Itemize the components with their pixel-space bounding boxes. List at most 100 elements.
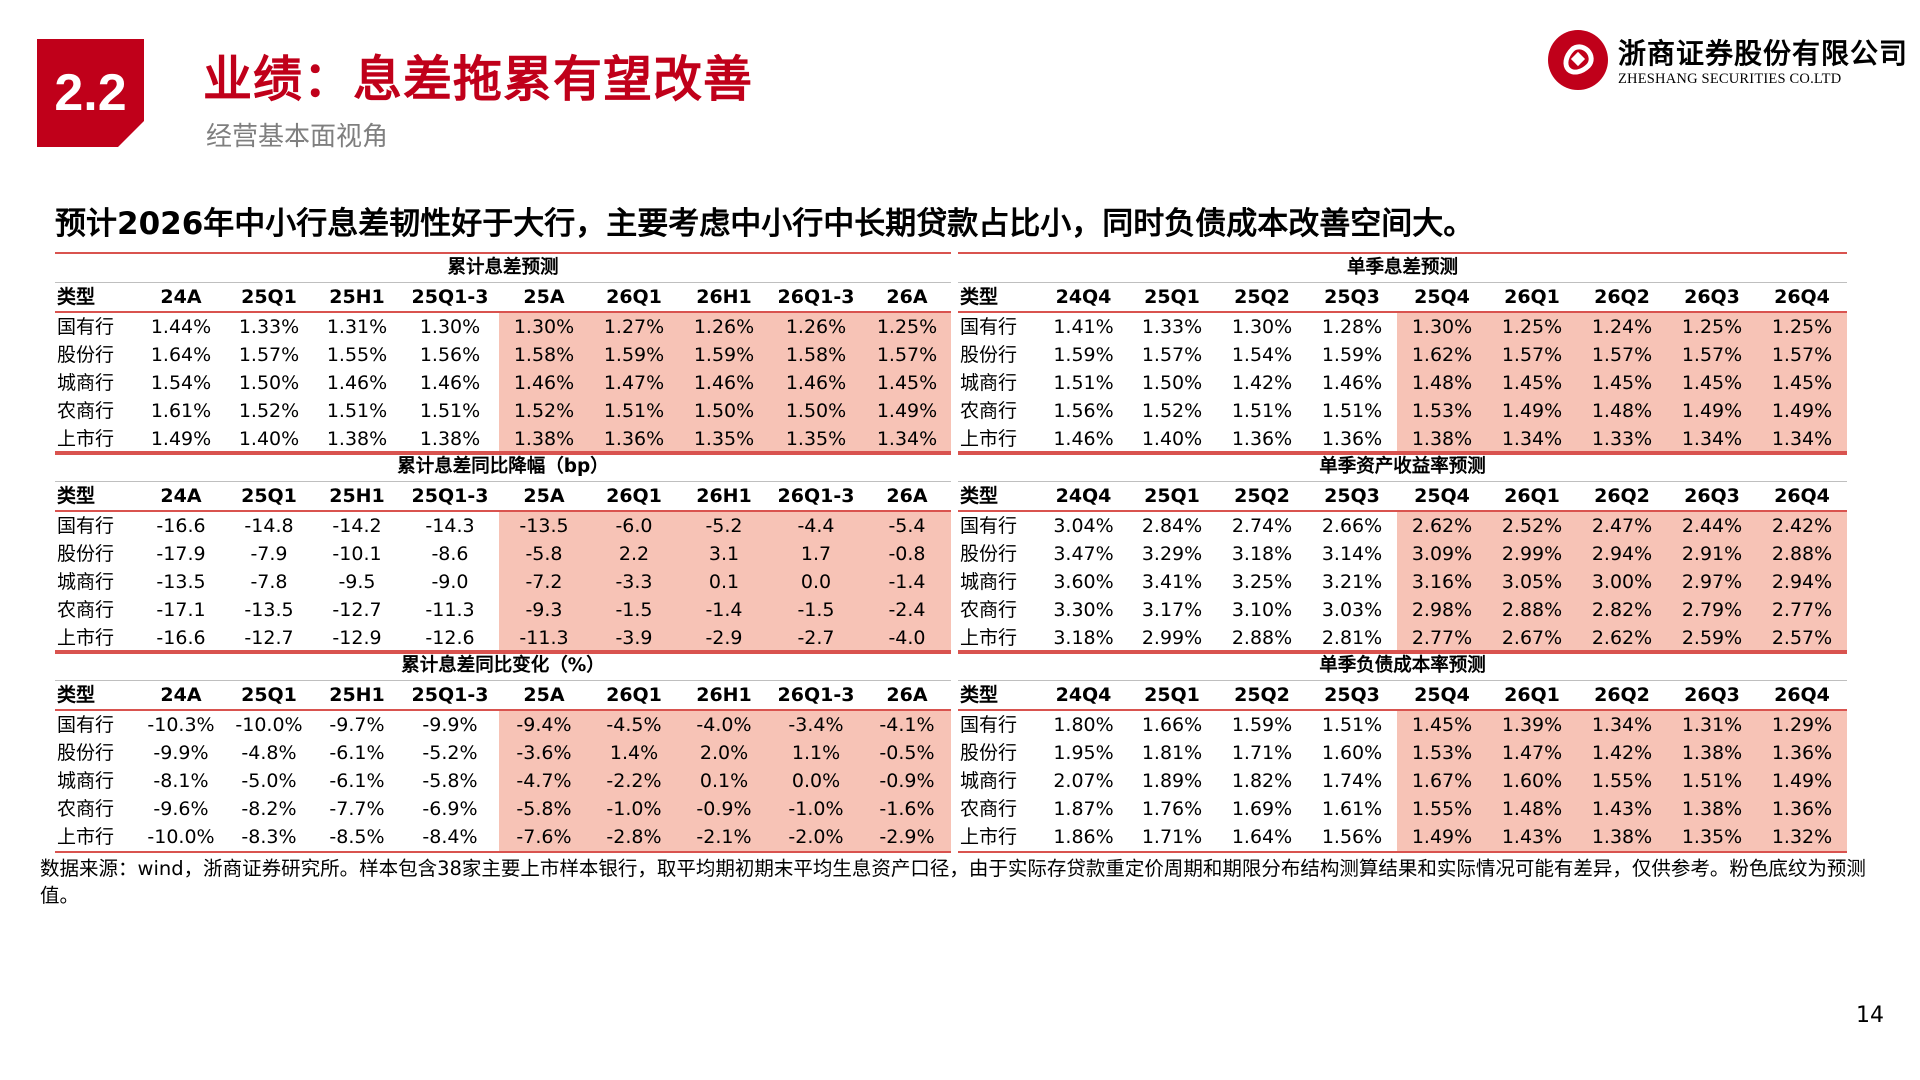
table-quarterly-liability-cost: 单季负债成本率预测 类型 24Q4 25Q1 25Q2 25Q3 25Q4 26Q1 26Q2 2… xyxy=(958,650,1847,853)
table-cell: 1.45% xyxy=(863,369,951,397)
table-cell: 1.82% xyxy=(1231,770,1293,792)
table-row: 国有行 3.04% 2.84% 2.74% 2.66% 2.62% 2.52% 2.47% 2.… xyxy=(958,511,1847,540)
badge-corner-cut xyxy=(118,121,144,147)
table-cell: -12.7 xyxy=(225,624,313,654)
table-cell: 1.76% xyxy=(1141,798,1203,820)
table-cell: 3.14% xyxy=(1321,543,1383,565)
table-cell: 1.49% xyxy=(1667,397,1757,425)
table-cell: 1.38% xyxy=(1397,425,1487,455)
column-header: 26Q1 xyxy=(1487,481,1577,512)
table-row: 农商行 1.56% 1.52% 1.51% 1.51% 1.53% 1.49% 1.48% 1.… xyxy=(958,397,1847,425)
column-header: 25A xyxy=(499,481,589,512)
table-cell: 1.54% xyxy=(150,372,212,394)
table-cell: -9.9% xyxy=(153,742,209,764)
table-row: 国有行 -10.3% -10.0% -9.7% -9.9% -9.4% -4.5% -4.0%… xyxy=(55,710,951,739)
table-cell: -5.2 xyxy=(679,511,769,540)
table-cell: 1.57% xyxy=(238,344,300,366)
table-cell: 2.99% xyxy=(1127,624,1217,654)
column-header: 26Q1-3 xyxy=(769,680,863,711)
column-header: 26A xyxy=(863,481,951,512)
table-title: 单季息差预测 xyxy=(958,252,1847,283)
table-header-row: 类型 24Q4 25Q1 25Q2 25Q3 25Q4 26Q1 26Q2 26Q3 26Q4 xyxy=(958,481,1847,512)
column-header: 26Q1-3 xyxy=(769,481,863,512)
table-cell: -13.5 xyxy=(156,571,206,593)
table-cell: 3.18% xyxy=(1040,624,1127,654)
table-cell: 2.52% xyxy=(1487,511,1577,540)
table-cell: -9.3 xyxy=(499,596,589,624)
table-cell: -2.8% xyxy=(589,823,679,853)
table-cell: -5.2% xyxy=(422,742,478,764)
table-cell: -4.7% xyxy=(499,767,589,795)
table-cell: 1.36% xyxy=(589,425,679,455)
column-header: 25Q3 xyxy=(1307,481,1397,512)
section-number: 2.2 xyxy=(54,64,127,122)
table-cell: 1.48% xyxy=(1487,795,1577,823)
table-cell: 1.48% xyxy=(1397,369,1487,397)
table-cell: 2.98% xyxy=(1397,596,1487,624)
table-cell: 1.52% xyxy=(1141,400,1203,422)
table-row: 国有行 1.80% 1.66% 1.59% 1.51% 1.45% 1.39% 1.34% 1.… xyxy=(958,710,1847,739)
table-cell: 1.36% xyxy=(1217,425,1307,455)
row-label: 上市行 xyxy=(55,823,137,853)
table-cell: -8.5% xyxy=(313,823,401,853)
table-cell: 1.45% xyxy=(1397,710,1487,739)
table-cell: 1.50% xyxy=(238,372,300,394)
column-header: 25A xyxy=(499,282,589,313)
table-cell: 1.41% xyxy=(1053,316,1114,338)
data-table: 单季资产收益率预测 类型 24Q4 25Q1 25Q2 25Q3 25Q4 26Q1 26Q2 2… xyxy=(958,451,1847,654)
column-header: 25A xyxy=(499,680,589,711)
table-cell: 1.56% xyxy=(419,344,481,366)
table-cell: 3.04% xyxy=(1053,515,1114,537)
table-cell: 1.34% xyxy=(1757,425,1847,455)
table-cell: 1.55% xyxy=(1577,767,1667,795)
column-header: 类型 xyxy=(55,680,137,711)
column-header: 25Q1-3 xyxy=(401,481,499,512)
table-cell: -4.1% xyxy=(863,710,951,739)
column-header: 类型 xyxy=(55,481,137,512)
table-title: 累计息差同比降幅（bp） xyxy=(55,451,951,482)
table-cell: 1.49% xyxy=(1487,397,1577,425)
table-cell: 2.91% xyxy=(1667,540,1757,568)
table-cell: 1.64% xyxy=(150,344,212,366)
table-cell: 1.46% xyxy=(679,369,769,397)
column-header: 25Q2 xyxy=(1217,282,1307,313)
table-cell: 1.49% xyxy=(863,397,951,425)
column-header: 25Q1 xyxy=(225,680,313,711)
table-cell: 1.46% xyxy=(1321,372,1383,394)
table-cell: 1.48% xyxy=(1577,397,1667,425)
table-row: 股份行 -9.9% -4.8% -6.1% -5.2% -3.6% 1.4% 2.0% 1.1%… xyxy=(55,739,951,767)
table-cell: 3.17% xyxy=(1141,599,1203,621)
table-cell: -7.9 xyxy=(250,543,288,565)
table-cell: 1.36% xyxy=(1757,795,1847,823)
table-cell: 2.84% xyxy=(1141,515,1203,537)
table-cell: -8.6 xyxy=(431,543,469,565)
column-header: 25Q1 xyxy=(225,481,313,512)
table-cell: -6.1% xyxy=(329,742,385,764)
row-label: 农商行 xyxy=(960,798,1018,820)
table-cell: 1.51% xyxy=(589,397,679,425)
table-cell: 1.52% xyxy=(238,400,300,422)
table-cell: 1.51% xyxy=(1321,400,1383,422)
column-header: 类型 xyxy=(958,282,1040,313)
table-cell: -14.3 xyxy=(425,515,475,537)
table-cell: 3.16% xyxy=(1397,568,1487,596)
table-cell: 1.26% xyxy=(679,312,769,341)
table-cell: 1.45% xyxy=(1577,369,1667,397)
table-cell: 1.59% xyxy=(1053,344,1114,366)
table-row: 城商行 -8.1% -5.0% -6.1% -5.8% -4.7% -2.2% 0.1% 0.0… xyxy=(55,767,951,795)
table-cell: 2.0% xyxy=(679,739,769,767)
table-cell: 1.30% xyxy=(499,312,589,341)
table-cell: 1.67% xyxy=(1397,767,1487,795)
table-header-row: 类型 24Q4 25Q1 25Q2 25Q3 25Q4 26Q1 26Q2 26Q3 26Q4 xyxy=(958,680,1847,711)
table-cell: 1.33% xyxy=(1141,316,1203,338)
table-cell: 3.60% xyxy=(1053,571,1114,593)
table-cell: 1.38% xyxy=(1667,795,1757,823)
table-cell: 1.66% xyxy=(1141,714,1203,736)
table-cell: 3.41% xyxy=(1141,571,1203,593)
table-cell: 3.18% xyxy=(1231,543,1293,565)
table-cell: 1.51% xyxy=(326,400,388,422)
table-row: 股份行 1.95% 1.81% 1.71% 1.60% 1.53% 1.47% 1.42% 1.… xyxy=(958,739,1847,767)
table-cell: 1.43% xyxy=(1577,795,1667,823)
column-header: 24Q4 xyxy=(1040,481,1127,512)
table-row: 城商行 1.51% 1.50% 1.42% 1.46% 1.48% 1.45% 1.45% 1.… xyxy=(958,369,1847,397)
